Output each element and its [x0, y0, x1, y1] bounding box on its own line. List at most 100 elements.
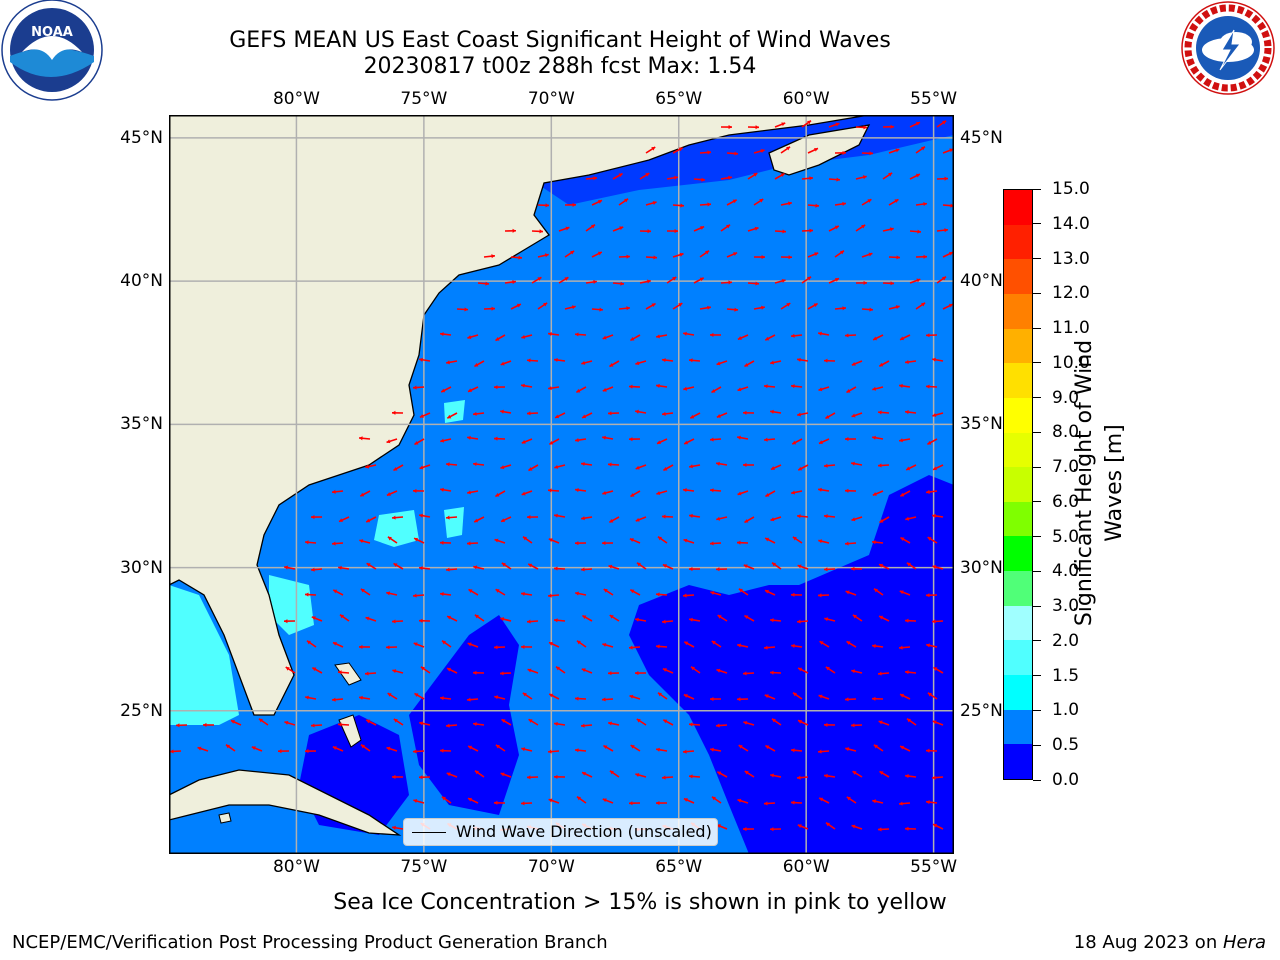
- wave-vector-head: [738, 745, 743, 749]
- wave-vector-head: [900, 492, 905, 497]
- wave-vector-head: [737, 336, 742, 340]
- wave-vector-head: [651, 303, 656, 308]
- wave-vector-head: [440, 487, 444, 492]
- wave-vector-head: [869, 307, 873, 312]
- wave-vector-head: [791, 748, 795, 753]
- wave-vector-head: [710, 488, 714, 493]
- wave-vector-head: [899, 801, 903, 806]
- wave-vector-head: [521, 591, 525, 596]
- lon-tick-bottom: 55°W: [910, 857, 958, 877]
- legend-label: Wind Wave Direction (unscaled): [456, 822, 712, 841]
- wave-vector-head: [906, 718, 911, 723]
- wave-vector-head: [305, 592, 309, 597]
- wave-vector-head: [815, 203, 819, 208]
- wave-vector-head: [311, 567, 315, 572]
- map-frame: [169, 115, 954, 854]
- colorbar-band: [1004, 709, 1032, 745]
- wave-vector-head: [630, 492, 635, 497]
- wave-vector-head: [942, 276, 947, 281]
- cuba-land: [168, 769, 402, 836]
- wave-vector-head: [755, 125, 759, 130]
- wave-vector-head: [933, 466, 938, 471]
- wave-vector-head: [413, 488, 417, 493]
- wave-vector-head: [549, 440, 554, 445]
- wave-patch-florida: [269, 575, 314, 635]
- wave-vector-head: [845, 697, 849, 702]
- wave-vector-head: [440, 332, 444, 337]
- wave-vector-head: [572, 202, 576, 207]
- wave-vector-head: [473, 670, 477, 675]
- wave-vector-head: [710, 437, 714, 442]
- wave-vector-head: [656, 334, 660, 339]
- wave-vector-head: [581, 567, 585, 572]
- lat-tick-right: 45°N: [960, 127, 1003, 148]
- wave-vector-head: [602, 387, 607, 392]
- wave-vector-head: [711, 796, 716, 801]
- lat-tick-left: 30°N: [120, 557, 163, 578]
- wave-vector-head: [554, 464, 559, 469]
- wave-vector-head: [683, 331, 687, 336]
- colorbar-tick-label: 7.0: [1052, 457, 1080, 478]
- wave-vector-head: [284, 720, 289, 725]
- wave-vector-head: [360, 492, 365, 497]
- wave-vector-head: [491, 254, 495, 259]
- wave-vector-head: [413, 642, 418, 647]
- wave-vector-head: [440, 540, 444, 545]
- wave-vector-head: [710, 332, 714, 337]
- wave-vector-head: [608, 671, 612, 676]
- wave-vector-head: [933, 823, 938, 828]
- wave-vector-head: [522, 536, 527, 541]
- wave-vector-head: [575, 591, 579, 596]
- chart-subtitle: 20230817 t00z 288h fcst Max: 1.54: [363, 54, 757, 79]
- wave-vector-head: [501, 719, 506, 723]
- wave-vector-head: [845, 541, 849, 546]
- wave-vector-head: [306, 640, 311, 645]
- wave-vector-head: [690, 414, 695, 419]
- wave-vector-head: [485, 281, 489, 286]
- wave-vector-head: [652, 200, 657, 205]
- wave-vector-head: [846, 796, 851, 801]
- wave-vector-head: [582, 615, 587, 620]
- wave-vector-head: [575, 332, 579, 337]
- nws-logo: [1178, 0, 1278, 100]
- wave-vector-head: [544, 253, 549, 258]
- wave-vector-head: [770, 360, 775, 365]
- wave-vector-head: [842, 150, 846, 155]
- wave-vector-head: [764, 801, 768, 806]
- wave-vector-head: [683, 386, 688, 391]
- wave-vector-head: [500, 617, 505, 622]
- colorbar-tick-mark: [1033, 292, 1041, 294]
- wave-vector-head: [629, 801, 633, 806]
- wave-vector-head: [927, 537, 932, 541]
- wave-vector-head: [656, 747, 660, 752]
- wave-vector-head: [755, 281, 759, 286]
- wave-vector-head: [576, 640, 581, 645]
- wave-vector-head: [359, 695, 363, 700]
- wave-vector-head: [360, 744, 365, 749]
- wave-vector-head: [927, 440, 932, 445]
- wave-vector-head: [765, 492, 770, 497]
- colorbar-tick-label: 10.0: [1052, 352, 1090, 373]
- wave-vector-head: [527, 668, 532, 673]
- wave-vector-head: [571, 305, 576, 310]
- wave-vector-head: [916, 278, 921, 283]
- wave-vector-head: [441, 388, 446, 393]
- wave-vector-head: [495, 744, 500, 749]
- wave-vector-head: [521, 644, 525, 649]
- wave-vector-head: [608, 721, 612, 726]
- wave-vector-head: [527, 619, 531, 624]
- wave-vector-head: [797, 824, 802, 829]
- wave-vector-head: [711, 388, 716, 393]
- wave-vector-head: [635, 670, 639, 676]
- wave-vector-head: [581, 723, 585, 728]
- wave-vector-head: [761, 254, 765, 260]
- us-land: [168, 114, 870, 716]
- wave-vector-head: [690, 666, 695, 671]
- wave-vector-head: [807, 276, 812, 281]
- wave-vector-head: [791, 384, 795, 389]
- footer-left: NCEP/EMC/Verification Post Processing Pr…: [12, 932, 608, 953]
- wave-vector-head: [446, 723, 450, 728]
- wave-vector-head: [809, 176, 813, 181]
- wave-vector-head: [554, 566, 558, 571]
- colorbar-tick-label: 1.0: [1052, 700, 1080, 721]
